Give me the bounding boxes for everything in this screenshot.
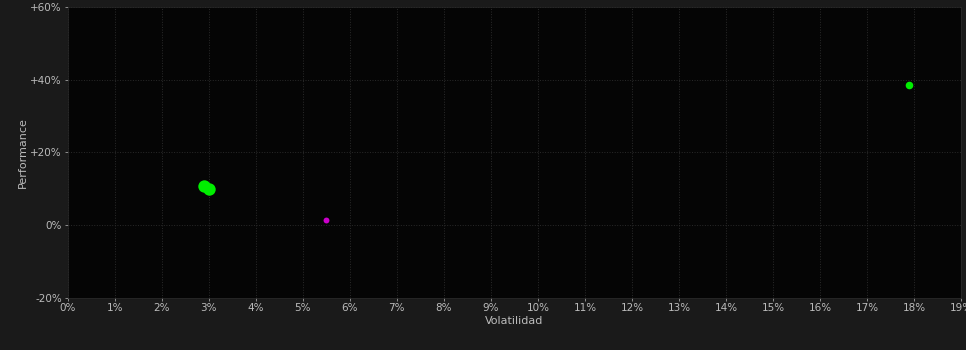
X-axis label: Volatilidad: Volatilidad (485, 316, 544, 326)
Y-axis label: Performance: Performance (17, 117, 28, 188)
Point (196, 183, 212, 188)
Point (901, 82, 917, 88)
Point (319, 217, 334, 223)
Point (201, 187, 216, 192)
